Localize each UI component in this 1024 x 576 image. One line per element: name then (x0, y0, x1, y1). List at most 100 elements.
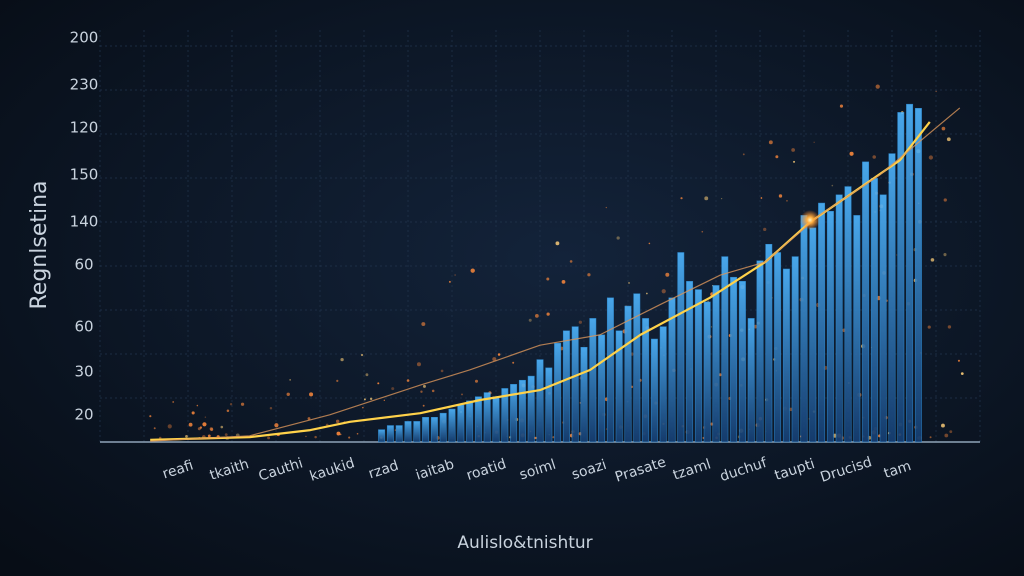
particle (928, 155, 934, 160)
bar (791, 256, 799, 443)
bar (413, 421, 421, 443)
particle (710, 326, 713, 328)
bar (703, 301, 711, 443)
particle (422, 384, 426, 388)
particle (742, 153, 745, 156)
y-tick-label: 60 (74, 256, 93, 274)
particle (960, 372, 964, 376)
particle (648, 242, 651, 245)
particle (946, 137, 951, 142)
particle (307, 417, 311, 420)
line (150, 107, 961, 442)
particle (793, 160, 796, 163)
particle (305, 435, 307, 438)
particle (875, 84, 880, 89)
particle (896, 254, 898, 256)
particle (448, 280, 451, 283)
particle (561, 279, 566, 284)
particle (356, 432, 359, 435)
particle (791, 148, 795, 152)
particle (930, 258, 935, 262)
bar (545, 367, 553, 443)
bar (694, 289, 702, 443)
particle (340, 357, 344, 362)
particle (929, 436, 932, 439)
bar (826, 211, 834, 443)
particle (470, 268, 475, 273)
particle (645, 292, 648, 295)
particle (778, 194, 783, 198)
particle (202, 422, 207, 427)
particle (492, 357, 497, 362)
particle (240, 402, 245, 406)
particle (196, 404, 199, 407)
particle (172, 401, 175, 403)
bar (518, 379, 526, 443)
bar (615, 330, 623, 443)
y-axis-title: Regnlsetina (27, 180, 52, 309)
y-tick-label: 20 (74, 406, 93, 424)
particle (474, 379, 479, 383)
particle (369, 397, 373, 401)
particle (224, 433, 228, 437)
bar (624, 305, 632, 443)
bar (562, 330, 570, 443)
particle (314, 435, 317, 439)
particle (831, 184, 834, 187)
particle (534, 436, 537, 440)
particle (220, 425, 224, 429)
particle (199, 426, 203, 429)
particle (360, 353, 364, 357)
particle (535, 314, 539, 318)
particle (957, 359, 960, 362)
bar (457, 404, 465, 443)
bar (589, 318, 597, 443)
bar (571, 326, 579, 443)
particle (229, 403, 233, 406)
particle (763, 227, 767, 232)
bar (439, 412, 447, 443)
particle (204, 416, 207, 418)
particle (383, 399, 386, 402)
bar (633, 293, 641, 443)
bar (879, 194, 887, 443)
particle (768, 140, 773, 145)
bar (474, 396, 482, 443)
particle (286, 392, 290, 396)
particle (555, 241, 560, 246)
particle (363, 398, 366, 401)
bar (386, 425, 394, 443)
bar (395, 425, 403, 443)
bar (378, 429, 386, 443)
bar (835, 194, 843, 443)
bar (844, 186, 852, 443)
particle (191, 411, 195, 415)
bar (598, 334, 606, 443)
bar (862, 161, 870, 443)
bar (888, 153, 896, 443)
bar (677, 252, 685, 443)
bar (642, 318, 650, 443)
particle (153, 427, 156, 430)
bar (809, 227, 817, 443)
bar (765, 243, 773, 443)
y-tick-label: 120 (70, 119, 99, 137)
particle (391, 387, 395, 391)
particle (941, 126, 946, 131)
bar (483, 392, 491, 443)
bar (501, 388, 509, 443)
particle (872, 155, 876, 159)
particle (188, 422, 193, 427)
particle (569, 260, 573, 263)
particle (377, 382, 380, 385)
particle (406, 379, 410, 382)
bar (580, 346, 588, 443)
bar (650, 338, 658, 443)
particle (336, 379, 339, 382)
particle (546, 312, 550, 316)
particle (680, 197, 683, 200)
bar (800, 215, 808, 443)
particle (167, 424, 172, 429)
